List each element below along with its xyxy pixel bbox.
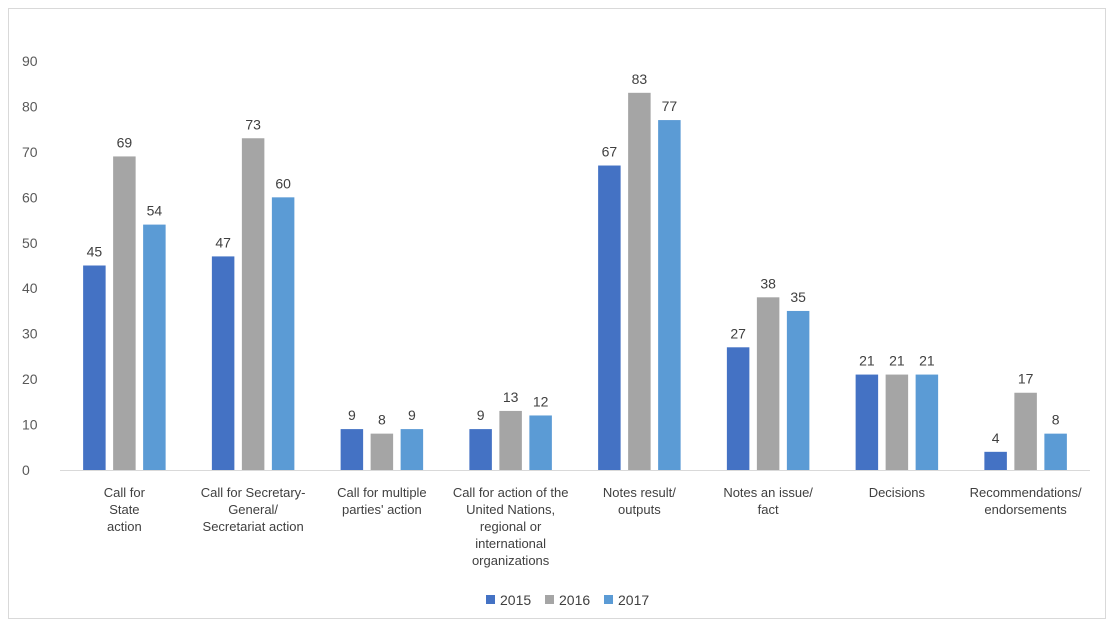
bar-2015-5 — [726, 347, 750, 470]
bar-2016-1 — [241, 138, 265, 470]
bar-2015-2 — [340, 429, 364, 470]
bar-2015-0 — [83, 265, 106, 470]
y-tick-label: 0 — [22, 462, 30, 478]
category-label-line: Call for — [104, 485, 146, 500]
data-label: 21 — [919, 353, 935, 369]
data-label: 21 — [889, 353, 905, 369]
data-label: 13 — [503, 389, 519, 405]
bars — [83, 92, 1067, 471]
legend-swatch-2017 — [604, 595, 613, 604]
legend-swatch-2015 — [486, 595, 495, 604]
data-label: 83 — [632, 71, 648, 87]
category-label-line: international — [475, 536, 546, 551]
data-label: 8 — [378, 412, 386, 428]
category-label-line: Call for multiple — [337, 485, 427, 500]
category-label: Notes an issue/fact — [723, 485, 813, 517]
data-label: 9 — [408, 407, 416, 423]
bar-2017-3 — [529, 415, 552, 470]
category-label-line: Call for action of the — [453, 485, 569, 500]
y-axis: 0 10 20 30 40 50 60 70 80 90 — [22, 53, 38, 478]
legend: 2015 2016 2017 — [486, 592, 649, 608]
data-label: 73 — [245, 116, 261, 132]
bar-2015-4 — [598, 165, 621, 470]
bar-2017-5 — [786, 310, 810, 470]
data-label: 67 — [602, 144, 618, 160]
category-label-line: organizations — [472, 553, 550, 568]
category-label-line: regional or — [480, 519, 542, 534]
data-label: 21 — [859, 353, 875, 369]
data-label: 27 — [730, 325, 746, 341]
category-label-line: Notes an issue/ — [723, 485, 813, 500]
category-label-line: Call for Secretary- — [201, 485, 306, 500]
bar-2015-1 — [211, 256, 235, 470]
category-label-line: Secretariat action — [203, 519, 304, 534]
category-label: Decisions — [869, 485, 926, 500]
bar-2017-6 — [915, 374, 939, 470]
bar-2017-0 — [143, 224, 166, 470]
data-label: 54 — [147, 203, 163, 219]
data-labels: 45 69 54 47 73 60 9 8 9 9 13 12 67 83 77 27 38 35 21 21 21 4 1… — [87, 71, 1060, 446]
category-labels: Call for State action Call for Secretary- Ge… — [104, 485, 1082, 568]
y-tick-label: 80 — [22, 98, 38, 114]
category-label-line: Recommendations/ — [970, 485, 1082, 500]
legend-swatch-2016 — [545, 595, 554, 604]
bar-2015-7 — [984, 451, 1007, 470]
bar-2016-5 — [756, 297, 780, 470]
category-label: Notes result/outputs — [603, 485, 676, 517]
bar-2017-2 — [400, 429, 424, 470]
category-label-line: Decisions — [869, 485, 926, 500]
category-label: Recommendations/endorsements — [970, 485, 1082, 517]
bar-2015-6 — [855, 374, 879, 470]
y-tick-label: 30 — [22, 326, 38, 342]
category-label-line: endorsements — [984, 502, 1067, 517]
data-label: 45 — [87, 244, 103, 260]
legend-label: 2017 — [618, 592, 649, 608]
bar-2016-4 — [628, 92, 651, 471]
data-label: 47 — [215, 234, 231, 250]
category-label: Call for action of the United Nations, reg… — [453, 485, 569, 568]
y-tick-label: 50 — [22, 235, 38, 251]
category-label-line: General/ — [228, 502, 278, 517]
data-label: 9 — [477, 407, 485, 423]
y-tick-label: 40 — [22, 280, 38, 296]
category-label-line: State — [109, 502, 139, 517]
y-tick-label: 70 — [22, 144, 38, 160]
data-label: 17 — [1018, 371, 1034, 387]
category-label-line: parties' action — [342, 502, 422, 517]
category-label-line: fact — [758, 502, 779, 517]
category-label-line: United Nations, — [466, 502, 555, 517]
bar-2016-3 — [499, 410, 522, 470]
legend-label: 2015 — [500, 592, 531, 608]
data-label: 9 — [348, 407, 356, 423]
bar-2016-6 — [885, 374, 909, 470]
bar-2016-0 — [113, 156, 136, 470]
bar-2016-2 — [370, 433, 394, 470]
category-label-line: action — [107, 519, 142, 534]
bar-2015-3 — [469, 429, 492, 470]
category-label: Call for State action — [104, 485, 146, 534]
data-label: 12 — [533, 393, 549, 409]
category-label: Call for multiple parties' action — [337, 485, 427, 517]
bar-2017-1 — [271, 197, 295, 471]
y-tick-label: 20 — [22, 371, 38, 387]
y-tick-label: 60 — [22, 189, 38, 205]
category-label-line: Notes result/ — [603, 485, 676, 500]
data-label: 35 — [790, 289, 806, 305]
category-label: Call for Secretary- General/Secretariat a… — [201, 485, 306, 534]
data-label: 4 — [992, 430, 1000, 446]
data-label: 77 — [662, 98, 678, 114]
data-label: 69 — [117, 134, 133, 150]
bar-2017-7 — [1044, 433, 1067, 470]
chart-frame — [8, 8, 1106, 619]
bar-2017-4 — [658, 120, 681, 471]
data-label: 38 — [760, 275, 776, 291]
y-tick-label: 90 — [22, 53, 38, 69]
y-tick-label: 10 — [22, 417, 38, 433]
data-label: 60 — [275, 175, 291, 191]
data-label: 8 — [1052, 412, 1060, 428]
legend-label: 2016 — [559, 592, 590, 608]
category-label-line: outputs — [618, 502, 661, 517]
bar-2016-7 — [1014, 392, 1037, 470]
